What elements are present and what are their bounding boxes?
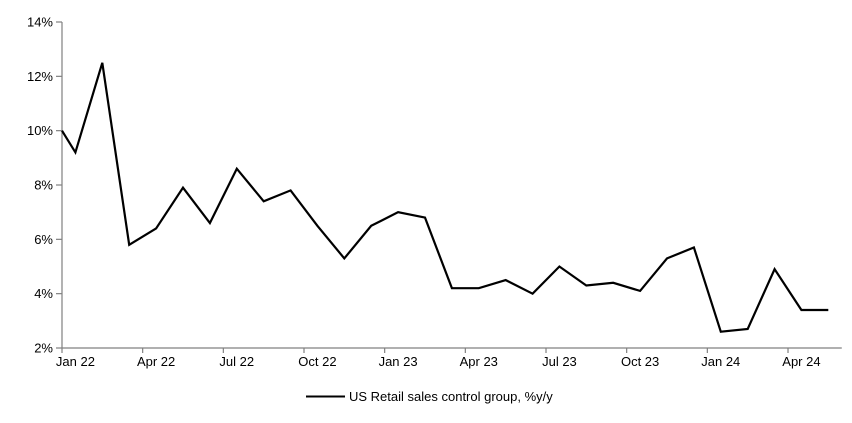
x-axis-tick-label: Apr 22: [137, 354, 175, 369]
y-axis-tick-label: 8%: [34, 178, 53, 193]
y-axis-tick-label: 12%: [27, 69, 53, 84]
y-axis-tick-label: 14%: [27, 15, 53, 30]
x-axis-tick-label: Apr 23: [460, 354, 498, 369]
legend-label: US Retail sales control group, %y/y: [349, 389, 553, 404]
x-axis-tick-label: Jul 23: [542, 354, 577, 369]
y-axis-tick-label: 10%: [27, 123, 53, 138]
x-axis-tick-label: Jan 22: [56, 354, 95, 369]
x-axis-tick-label: Jul 22: [219, 354, 254, 369]
x-axis-tick-label: Jan 23: [379, 354, 418, 369]
y-axis-tick-label: 2%: [34, 341, 53, 356]
legend: US Retail sales control group, %y/y: [306, 389, 553, 404]
x-axis-tick-label: Oct 22: [298, 354, 336, 369]
plot-area: 2% 4% 6% 8% 10% 12% 14% Jan 22 Apr 22 Jul 22 Oct 2…: [27, 15, 842, 369]
retail-sales-series-line: [61, 62, 829, 333]
x-axis-tick-label: Oct 23: [621, 354, 659, 369]
y-axis-tick-label: 4%: [34, 286, 53, 301]
y-axis-tick-label: 6%: [34, 232, 53, 247]
x-axis-tick-label: Apr 24: [782, 354, 820, 369]
x-axis-tick-label: Jan 24: [701, 354, 740, 369]
